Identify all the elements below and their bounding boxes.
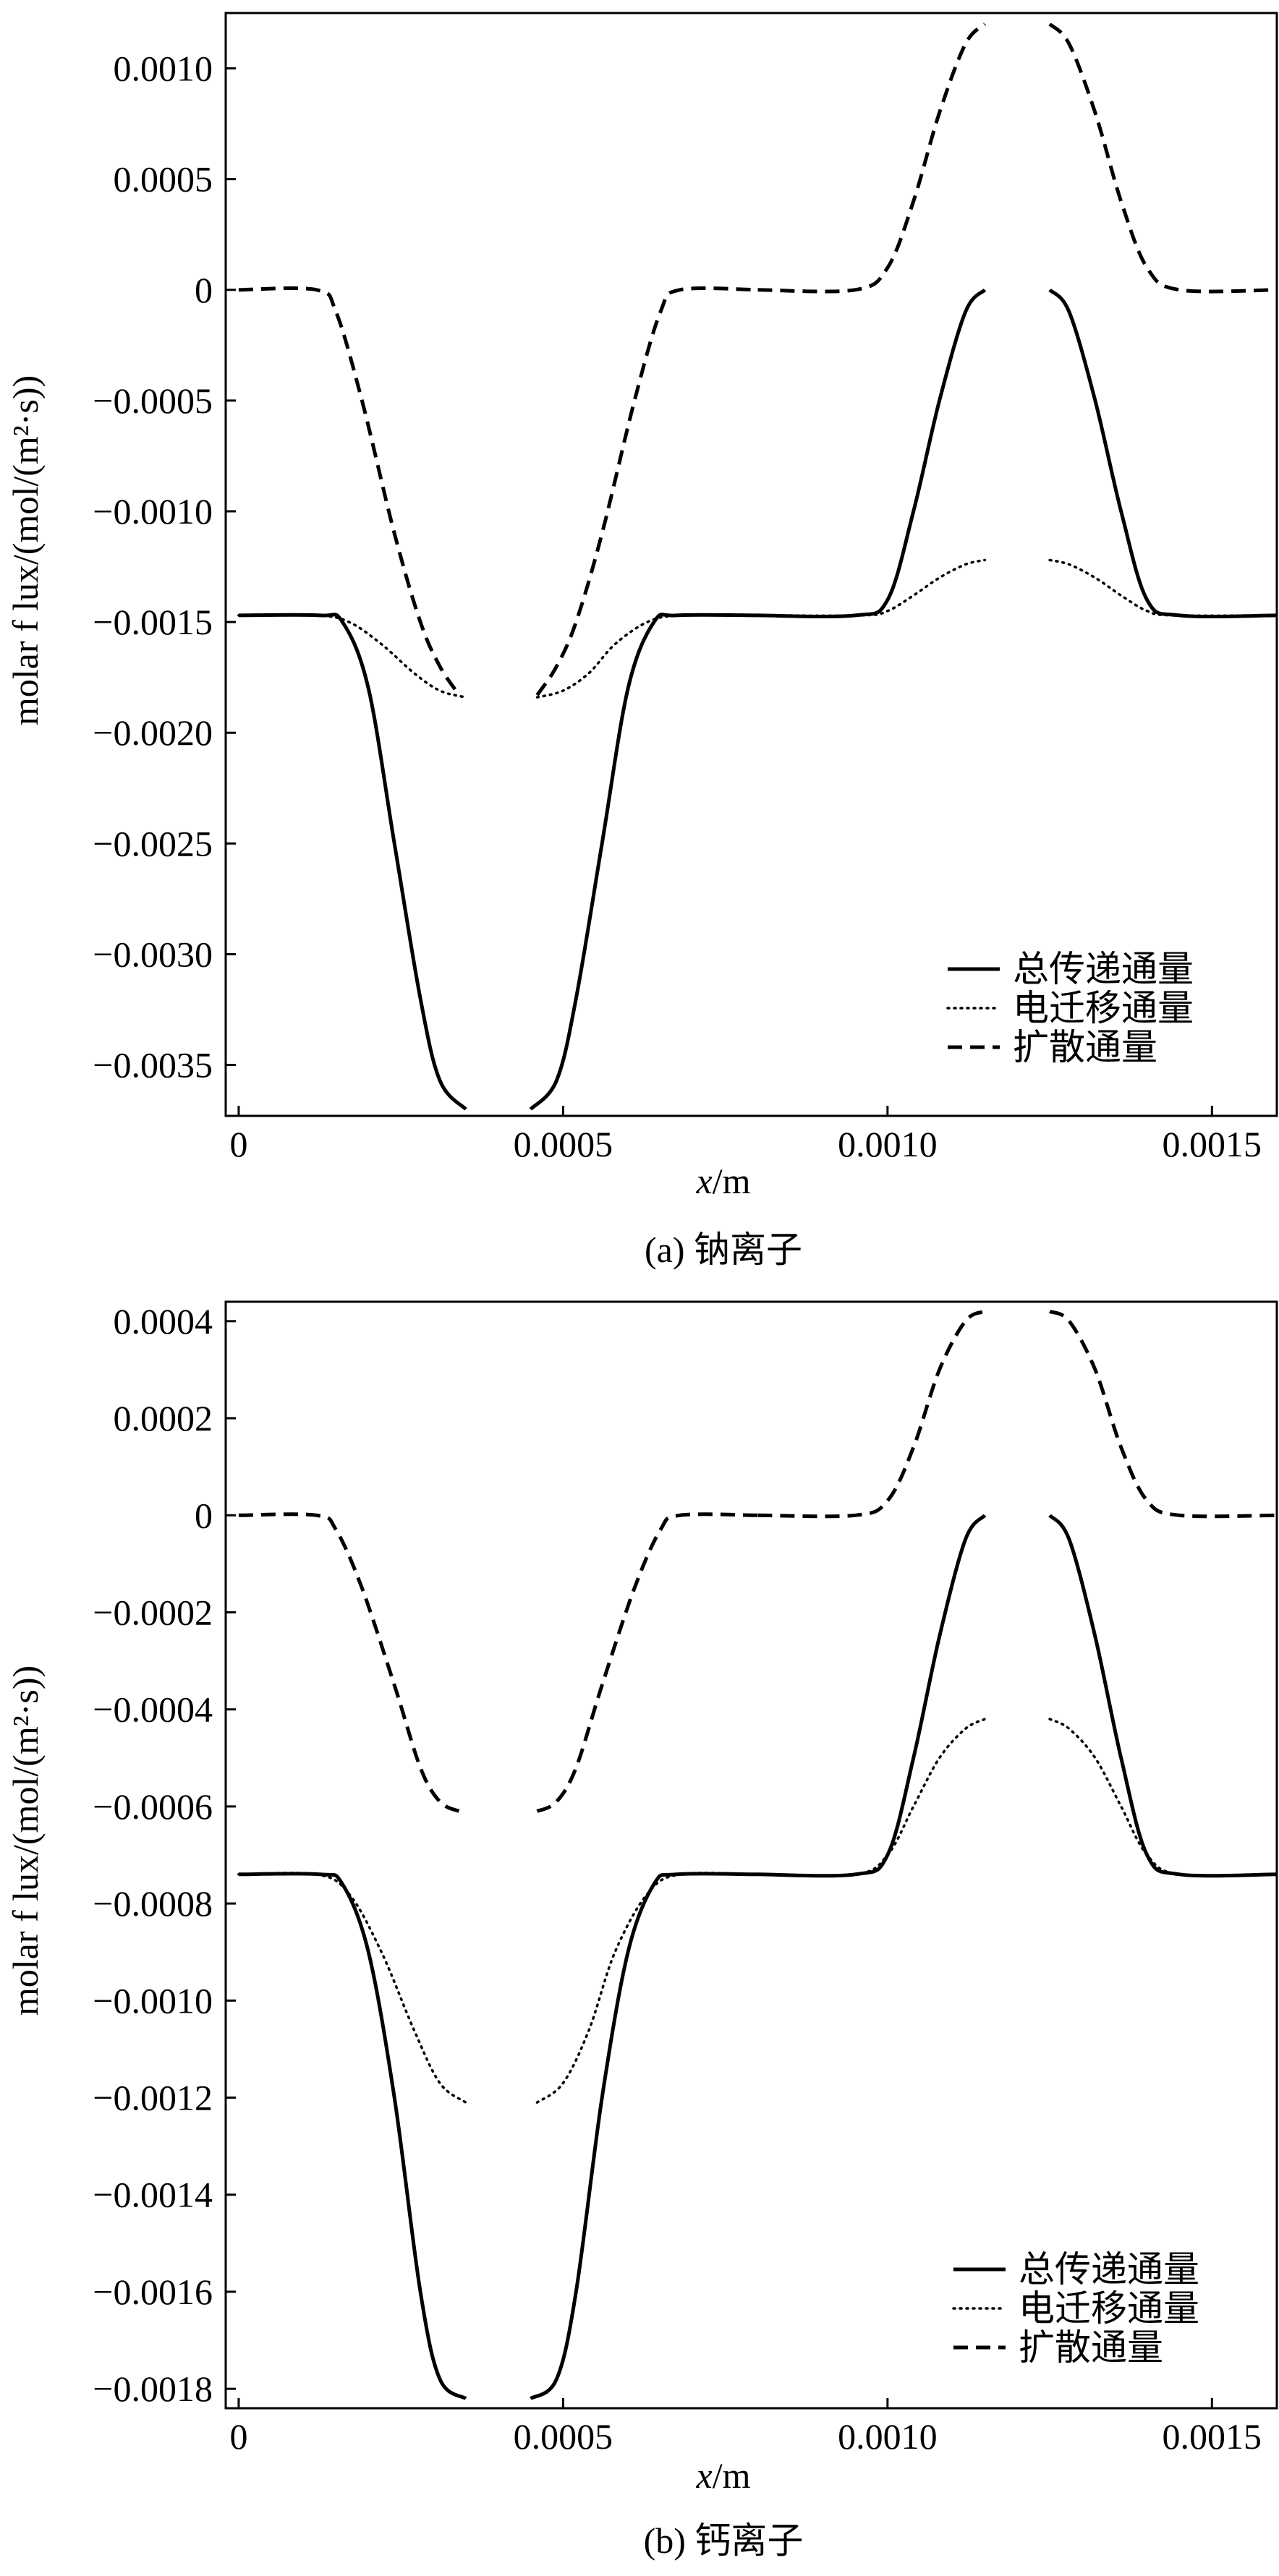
- y-tick-label: 0.0002: [114, 1398, 213, 1438]
- series-line-segment: [238, 1512, 460, 1813]
- series-line-segment: [238, 286, 461, 696]
- series-line-segment: [756, 558, 987, 618]
- series-line-segment: [1048, 288, 1278, 618]
- y-tick-label: 0.0004: [114, 1301, 213, 1342]
- y-tick-label: −0.0010: [93, 491, 213, 532]
- x-axis-unit: /m: [713, 2455, 751, 2496]
- y-tick-label: −0.0005: [93, 380, 213, 421]
- series-line-segment: [757, 288, 987, 618]
- y-tick-label: 0: [195, 270, 213, 310]
- x-tick-label: 0.0010: [838, 1124, 938, 1164]
- series-dotted: [237, 558, 1278, 699]
- x-tick-label: 0: [229, 2416, 247, 2457]
- x-tick-label: 0.0005: [514, 1124, 613, 1164]
- series-line-segment: [757, 1514, 987, 1878]
- y-tick-label: −0.0020: [93, 712, 213, 753]
- plot-frame: [224, 1300, 1278, 2410]
- series-line-segment: [238, 1872, 467, 2400]
- x-axis-unit: /m: [713, 1161, 751, 1201]
- series-line-segment: [535, 1872, 760, 2104]
- series-line-segment: [237, 613, 467, 699]
- series-line-segment: [1048, 1718, 1278, 1877]
- y-tick-label: −0.0014: [93, 2175, 213, 2215]
- legend-label: 总传递通量: [1013, 949, 1194, 989]
- y-tick-label: −0.0030: [93, 934, 213, 974]
- y-axis-label: molar f lux/(mol/(m²·s)): [5, 1666, 46, 2016]
- legend-label: 总传递通量: [1019, 2249, 1199, 2290]
- series-line-segment: [757, 1310, 986, 1519]
- y-tick-label: −0.0016: [93, 2272, 213, 2312]
- series-line-segment: [536, 1512, 758, 1813]
- series-line-segment: [1048, 558, 1278, 618]
- series-line-segment: [535, 613, 760, 699]
- series-line-segment: [1048, 22, 1278, 294]
- y-tick-label: −0.0035: [93, 1045, 213, 1086]
- series-line-segment: [238, 613, 467, 1111]
- x-tick-label: 0.0015: [1163, 1124, 1262, 1164]
- series-dashed: [238, 22, 1278, 696]
- x-tick-label: 0.0005: [514, 2416, 613, 2457]
- x-axis-variable: x: [696, 1161, 713, 1201]
- legend-label: 电迁移通量: [1019, 2288, 1199, 2329]
- y-tick-label: 0.0010: [114, 48, 213, 89]
- chart-panel-calcium: (b) 钙离子 molar f lux/(mol/(m²·s)) x/m 0.0…: [5, 1300, 1278, 2561]
- y-tick-label: −0.0006: [93, 1786, 213, 1827]
- y-tick-label: 0.0005: [114, 159, 213, 200]
- series-line-segment: [529, 613, 758, 1111]
- y-axis-label: molar f lux/(mol/(m²·s)): [5, 375, 46, 725]
- series-line-segment: [535, 286, 758, 696]
- y-tick-label: −0.0012: [93, 2078, 213, 2118]
- legend-label: 扩散通量: [1013, 1027, 1157, 1067]
- series-line-segment: [1048, 1310, 1278, 1519]
- y-tick-label: −0.0008: [93, 1883, 213, 1924]
- series-line-segment: [757, 22, 987, 294]
- chart-panel-sodium: (a) 钠离子 molar f lux/(mol/(m²·s)) x/m 0.0…: [5, 12, 1278, 1270]
- series-line-segment: [756, 1718, 987, 1877]
- y-tick-label: 0: [195, 1495, 213, 1535]
- series-solid: [238, 288, 1278, 1111]
- x-tick-label: 0: [229, 1124, 247, 1164]
- y-tick-label: −0.0010: [93, 1980, 213, 2021]
- panel-caption: (a) 钠离子: [645, 1229, 802, 1270]
- plot-frame: [224, 12, 1278, 1117]
- y-tick-label: −0.0002: [93, 1592, 213, 1632]
- series-line-segment: [1048, 1514, 1278, 1878]
- series-dashed: [238, 1310, 1278, 1813]
- legend-label: 电迁移通量: [1013, 988, 1194, 1028]
- series-line-segment: [530, 1872, 758, 2400]
- x-axis-variable: x: [696, 2455, 713, 2496]
- y-tick-label: −0.0018: [93, 2368, 213, 2409]
- x-axis-label: x/m: [696, 2455, 751, 2496]
- x-tick-label: 0.0015: [1163, 2416, 1262, 2457]
- x-axis-label: x/m: [696, 1161, 751, 1201]
- y-tick-label: −0.0004: [93, 1689, 213, 1730]
- series-line-segment: [237, 1872, 467, 2104]
- panel-caption: (b) 钙离子: [644, 2520, 804, 2561]
- y-tick-label: −0.0025: [93, 823, 213, 863]
- legend-label: 扩散通量: [1019, 2327, 1163, 2368]
- series-dotted: [237, 1718, 1278, 2104]
- y-tick-label: −0.0015: [93, 602, 213, 642]
- x-tick-label: 0.0010: [838, 2416, 938, 2457]
